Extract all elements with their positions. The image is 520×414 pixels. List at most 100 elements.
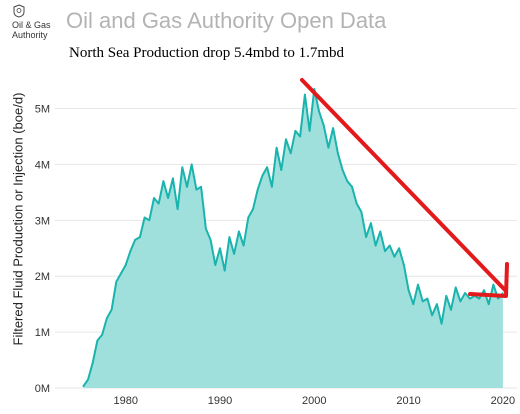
data-point bbox=[365, 236, 367, 238]
data-point bbox=[431, 314, 433, 317]
data-point bbox=[205, 227, 207, 230]
data-point bbox=[497, 297, 499, 300]
data-point bbox=[228, 236, 231, 238]
x-tick-label: 1980 bbox=[113, 395, 137, 407]
data-point bbox=[256, 188, 259, 191]
data-point bbox=[351, 186, 353, 188]
data-point bbox=[124, 264, 127, 266]
data-point bbox=[341, 169, 344, 171]
data-point bbox=[421, 300, 424, 303]
y-tick-label: 5M bbox=[35, 104, 50, 116]
data-point bbox=[172, 177, 174, 180]
x-tick-label: 2020 bbox=[491, 395, 515, 407]
data-point bbox=[87, 378, 89, 381]
data-point bbox=[436, 303, 438, 306]
data-point bbox=[450, 309, 452, 311]
app-title: Oil and Gas Authority Open Data bbox=[66, 8, 387, 33]
data-point bbox=[337, 152, 339, 155]
data-point bbox=[115, 281, 118, 283]
data-point bbox=[388, 244, 391, 247]
data-point bbox=[412, 303, 415, 306]
data-point bbox=[299, 135, 301, 138]
data-point bbox=[209, 239, 212, 241]
data-point bbox=[176, 208, 179, 210]
production-line bbox=[82, 88, 504, 387]
data-point bbox=[82, 385, 85, 388]
y-tick-label: 2M bbox=[35, 271, 50, 283]
data-point bbox=[96, 339, 99, 342]
data-point bbox=[398, 247, 400, 250]
data-point bbox=[148, 219, 151, 222]
data-point bbox=[403, 264, 405, 266]
data-point bbox=[120, 272, 122, 275]
data-point bbox=[332, 127, 334, 129]
crest-icon bbox=[13, 4, 25, 18]
data-point bbox=[233, 253, 235, 255]
annotation-text: North Sea Production drop 5.4mbd to 1.7m… bbox=[69, 45, 344, 61]
data-point bbox=[134, 239, 136, 241]
data-point bbox=[464, 292, 466, 294]
data-point bbox=[304, 93, 306, 96]
data-point bbox=[407, 289, 410, 292]
x-tick-label: 2000 bbox=[302, 395, 326, 407]
data-point bbox=[360, 211, 363, 213]
arrow-head bbox=[468, 262, 509, 298]
data-point bbox=[266, 166, 268, 168]
data-point bbox=[285, 138, 287, 141]
y-tick-label: 3M bbox=[35, 215, 50, 227]
y-tick-label: 4M bbox=[35, 159, 50, 171]
data-point bbox=[384, 250, 386, 252]
data-point bbox=[162, 180, 165, 182]
y-tick-label: 0M bbox=[35, 383, 50, 395]
data-point bbox=[370, 222, 372, 224]
data-point bbox=[379, 230, 382, 233]
data-point bbox=[374, 244, 377, 247]
data-point bbox=[106, 317, 108, 319]
data-point bbox=[417, 283, 419, 286]
data-point bbox=[129, 250, 132, 252]
data-point bbox=[139, 236, 141, 238]
data-point bbox=[238, 230, 240, 233]
data-point bbox=[322, 124, 325, 127]
data-point bbox=[153, 197, 155, 199]
logo-text-line2: Authority bbox=[12, 30, 48, 40]
data-point bbox=[247, 216, 250, 219]
data-point bbox=[318, 110, 320, 113]
data-point bbox=[492, 283, 495, 286]
data-point bbox=[181, 166, 184, 168]
logo-text: Oil & Gas Authority bbox=[12, 20, 64, 40]
data-point bbox=[346, 180, 349, 182]
data-point bbox=[200, 186, 202, 188]
data-point bbox=[91, 362, 94, 364]
data-point bbox=[487, 303, 490, 306]
x-tick-label: 2010 bbox=[396, 395, 420, 407]
data-point bbox=[478, 297, 481, 300]
data-point bbox=[219, 247, 221, 250]
data-point bbox=[308, 130, 311, 132]
data-point bbox=[186, 186, 188, 188]
data-point bbox=[327, 146, 330, 149]
data-point bbox=[289, 152, 292, 155]
data-point bbox=[101, 334, 103, 336]
data-point bbox=[252, 208, 254, 210]
y-tick-label: 1M bbox=[35, 327, 50, 339]
data-point bbox=[483, 289, 485, 292]
data-point bbox=[275, 146, 278, 149]
data-point bbox=[190, 163, 193, 166]
data-point bbox=[445, 295, 448, 297]
data-point bbox=[294, 130, 297, 132]
data-point bbox=[271, 186, 273, 188]
production-area bbox=[83, 89, 503, 388]
arrow-shaft bbox=[300, 78, 507, 292]
data-point bbox=[195, 188, 198, 191]
data-point bbox=[167, 197, 169, 199]
logo-text-line1: Oil & Gas bbox=[12, 20, 51, 30]
data-point bbox=[440, 322, 443, 325]
data-point bbox=[454, 286, 457, 289]
data-point bbox=[214, 264, 217, 266]
data-point bbox=[143, 216, 146, 219]
data-point bbox=[223, 269, 226, 272]
data-point bbox=[313, 88, 316, 90]
data-point bbox=[261, 174, 264, 177]
data-point bbox=[110, 309, 113, 311]
